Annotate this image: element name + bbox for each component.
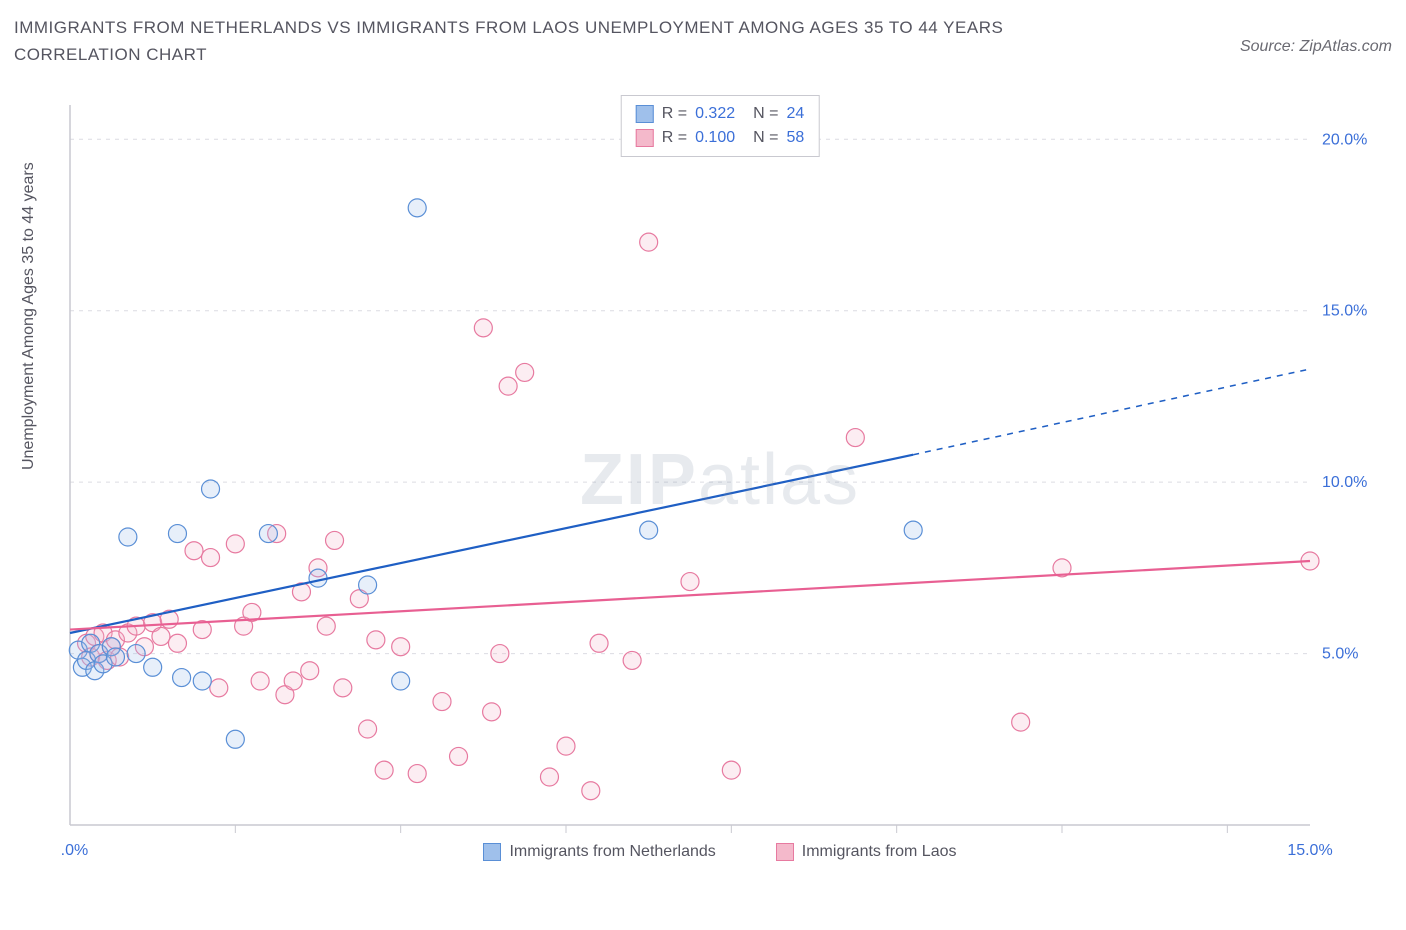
swatch-netherlands [636,105,654,123]
source-attribution: Source: ZipAtlas.com [1240,38,1392,56]
n-value-laos: 58 [786,126,804,150]
r-value-netherlands: 0.322 [695,102,735,126]
svg-text:10.0%: 10.0% [1322,474,1367,491]
svg-text:15.0%: 15.0% [1322,303,1367,320]
svg-text:5.0%: 5.0% [1322,646,1358,663]
header-bar: IMMIGRANTS FROM NETHERLANDS VS IMMIGRANT… [14,14,1392,68]
scatter-chart: 5.0%10.0%15.0%20.0%0.0%15.0% [60,95,1380,865]
bottom-legend: Immigrants from Netherlands Immigrants f… [60,843,1380,861]
svg-text:20.0%: 20.0% [1322,131,1367,148]
legend-label-netherlands: Immigrants from Netherlands [509,843,715,861]
chart-title: IMMIGRANTS FROM NETHERLANDS VS IMMIGRANT… [14,14,1134,68]
swatch-netherlands-icon [483,843,501,861]
n-value-netherlands: 24 [786,102,804,126]
legend-label-laos: Immigrants from Laos [802,843,957,861]
stats-legend-box: R = 0.322 N = 24 R = 0.100 N = 58 [621,95,820,157]
y-axis-label: Unemployment Among Ages 35 to 44 years [20,162,38,470]
r-value-laos: 0.100 [695,126,735,150]
swatch-laos [636,129,654,147]
plot-area: ZIPatlas 5.0%10.0%15.0%20.0%0.0%15.0% R … [60,95,1380,865]
stats-row-netherlands: R = 0.322 N = 24 [636,102,805,126]
stats-row-laos: R = 0.100 N = 58 [636,126,805,150]
legend-item-laos: Immigrants from Laos [776,843,957,861]
swatch-laos-icon [776,843,794,861]
legend-item-netherlands: Immigrants from Netherlands [483,843,715,861]
